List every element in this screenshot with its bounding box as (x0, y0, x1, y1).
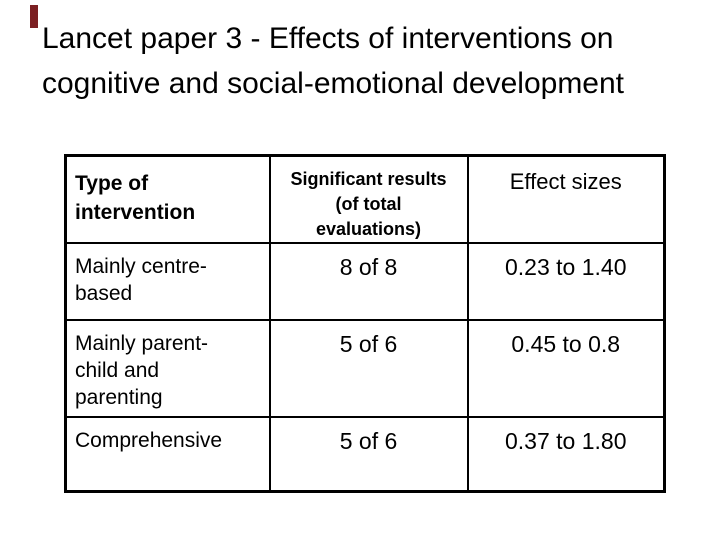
header-significant-label: Significant results (of total evaluation… (290, 169, 447, 239)
significant-cell-centre-based: 8 of 8 (268, 242, 469, 321)
results-table: Type of intervention Significant results… (64, 154, 666, 493)
type-label-centre-based: Mainly centre-based (75, 255, 207, 305)
type-cell-centre-based: Mainly centre-based (64, 242, 271, 321)
type-cell-comprehensive: Comprehensive (64, 416, 271, 492)
table-header-row: Type of intervention Significant results… (64, 154, 666, 244)
header-type-of-intervention: Type of intervention (64, 154, 271, 244)
type-cell-parent-child: Mainly parent-child and parenting (64, 319, 271, 418)
header-effect-sizes: Effect sizes (466, 154, 666, 244)
significant-cell-parent-child: 5 of 6 (268, 319, 469, 418)
table-row-parent-child: Mainly parent-child and parenting 5 of 6… (64, 319, 666, 418)
type-label-parent-child: Mainly parent-child and parenting (75, 332, 209, 409)
header-significant-results: Significant results (of total evaluation… (268, 154, 469, 244)
effect-cell-centre-based: 0.23 to 1.40 (466, 242, 666, 321)
header-type-label: Type of intervention (75, 172, 196, 224)
table-row-comprehensive: Comprehensive 5 of 6 0.37 to 1.80 (64, 416, 666, 492)
header-effect-label: Effect sizes (509, 169, 622, 194)
title-line-1: Lancet paper 3 - Effects of intervention… (42, 22, 614, 55)
accent-bar (30, 5, 38, 28)
title-line-2: cognitive and social-emotional developme… (42, 67, 625, 100)
type-label-comprehensive: Comprehensive (75, 429, 223, 452)
table-row-centre-based: Mainly centre-based 8 of 8 0.23 to 1.40 (64, 242, 666, 321)
effect-cell-comprehensive: 0.37 to 1.80 (466, 416, 666, 492)
effect-cell-parent-child: 0.45 to 0.8 (466, 319, 666, 418)
slide-title: Lancet paper 3 - Effects of intervention… (42, 16, 624, 106)
significant-cell-comprehensive: 5 of 6 (268, 416, 469, 492)
